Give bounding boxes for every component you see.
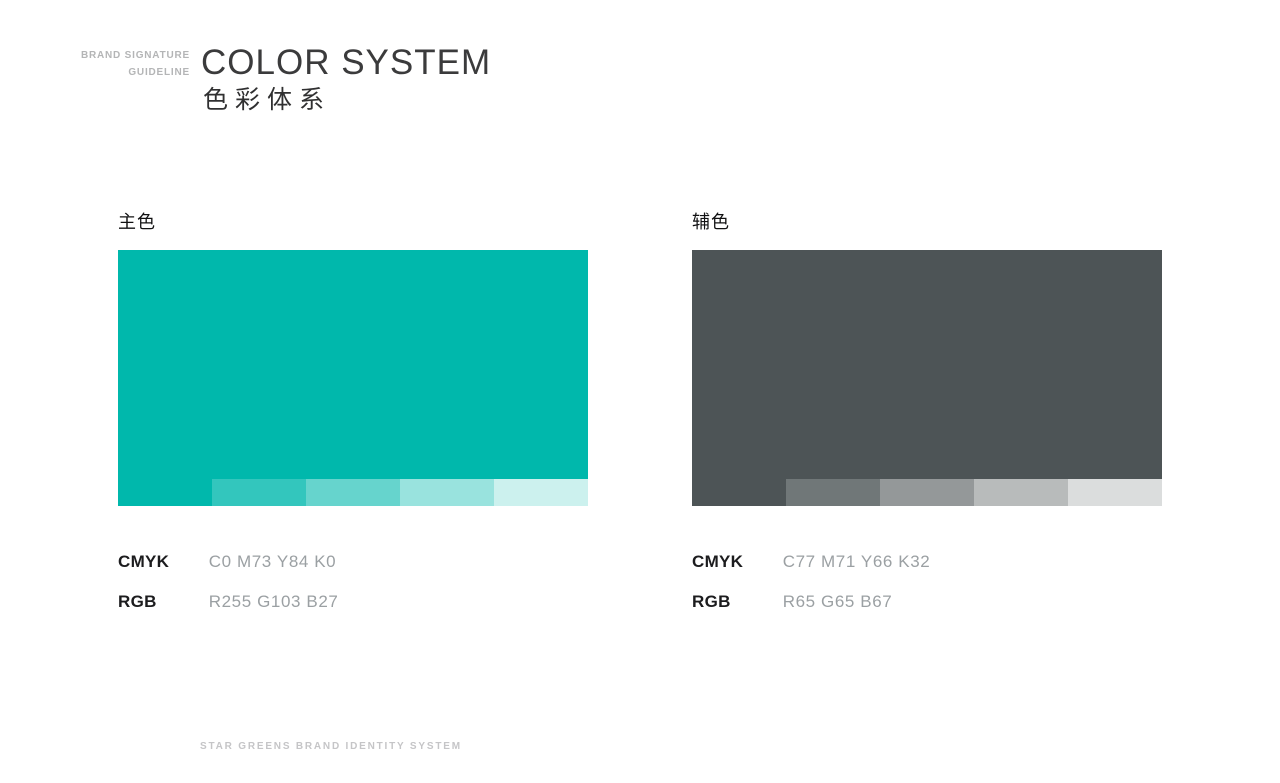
secondary-tint-20 (1068, 479, 1162, 506)
secondary-cmyk-value: C77 M71 Y66 K32 (782, 552, 931, 571)
eyebrow-line-1: BRAND SIGNATURE (80, 50, 190, 61)
secondary-rgb-value: R65 G65 B67 (782, 592, 893, 611)
primary-color-label: 主色 (118, 212, 156, 232)
eyebrow-line-2: GUIDELINE (128, 67, 190, 78)
primary-color-card: 主色 CMYK C0 M73 Y84 K0 RGB R255 G103 B27 (118, 205, 588, 625)
secondary-color-label: 辅色 (692, 212, 730, 232)
primary-tint-row (118, 479, 588, 506)
primary-color-swatch (118, 250, 588, 506)
primary-tint-40 (400, 479, 494, 506)
primary-tint-80 (212, 479, 306, 506)
secondary-tint-row (692, 479, 1162, 506)
primary-tint-20 (494, 479, 588, 506)
footer-note: STAR GREENS BRAND IDENTITY SYSTEM (200, 741, 462, 752)
secondary-cmyk-label: CMYK (692, 552, 744, 571)
primary-tint-60 (306, 479, 400, 506)
primary-tint-100 (118, 479, 212, 506)
secondary-color-card: 辅色 CMYK C77 M71 Y66 K32 RGB R65 G65 B67 (692, 205, 1162, 625)
primary-cmyk-value: C0 M73 Y84 K0 (208, 552, 337, 571)
secondary-color-swatch (692, 250, 1162, 506)
primary-cmyk-label: CMYK (118, 552, 170, 571)
primary-rgb-value: R255 G103 B27 (208, 592, 339, 611)
primary-rgb-row: RGB R255 G103 B27 (118, 592, 338, 612)
secondary-rgb-row: RGB R65 G65 B67 (692, 592, 892, 612)
secondary-tint-40 (974, 479, 1068, 506)
secondary-tint-80 (786, 479, 880, 506)
secondary-tint-100 (692, 479, 786, 506)
page-title-en: COLOR SYSTEM (201, 43, 492, 82)
page-title-zh: 色彩体系 (203, 86, 332, 114)
secondary-tint-60 (880, 479, 974, 506)
brand-signature-eyebrow: BRAND SIGNATURE GUIDELINE (40, 47, 190, 81)
secondary-cmyk-row: CMYK C77 M71 Y66 K32 (692, 552, 930, 572)
primary-rgb-label: RGB (118, 592, 157, 611)
secondary-rgb-label: RGB (692, 592, 731, 611)
primary-cmyk-row: CMYK C0 M73 Y84 K0 (118, 552, 336, 572)
